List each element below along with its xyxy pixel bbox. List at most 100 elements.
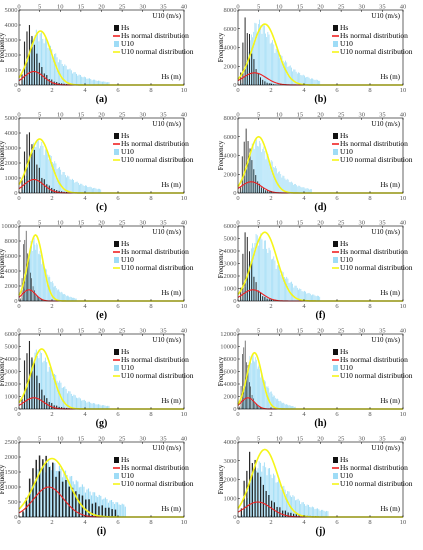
- x-tick-label: 2: [269, 87, 272, 94]
- legend-entry: U10 normal distribution: [121, 47, 194, 56]
- u10-bar: [283, 402, 284, 409]
- u10-bar: [69, 476, 71, 517]
- hs-bar: [260, 77, 261, 85]
- u10-bar: [307, 293, 309, 301]
- y-axis-label: Frequency: [0, 464, 6, 494]
- hs-bar: [32, 468, 34, 517]
- u10-bar: [256, 139, 257, 193]
- u10-bar: [254, 362, 256, 409]
- u10-bar: [48, 366, 50, 409]
- hs-bar: [24, 239, 26, 301]
- legend-entry: Hs normal distribution: [121, 463, 189, 472]
- u10-bar: [57, 289, 59, 301]
- u10-bar: [292, 495, 294, 517]
- u10-bar: [91, 80, 93, 85]
- u10-bar: [48, 159, 50, 193]
- u10-bar: [34, 35, 36, 85]
- x2-tick-label: 10: [276, 220, 283, 227]
- u10-bar: [278, 264, 279, 301]
- u10-bar: [47, 153, 49, 193]
- hs-bar: [251, 53, 253, 85]
- y-tick-label: 3000: [5, 37, 18, 44]
- u10-bar: [293, 287, 295, 301]
- y-tick-label: 3000: [224, 458, 237, 465]
- hs-bar: [94, 502, 97, 517]
- u10-bar: [54, 161, 56, 193]
- y-tick-label: 0: [14, 298, 17, 305]
- u10-bar: [256, 359, 257, 409]
- u10-bar: [89, 186, 91, 193]
- u10-bar: [100, 495, 102, 517]
- u10-bar: [269, 163, 271, 193]
- y-tick-label: 2500: [5, 439, 18, 446]
- hs-bar: [25, 230, 27, 301]
- u10-bar: [289, 182, 291, 193]
- u10-bar: [99, 188, 100, 193]
- u10-bar: [285, 404, 287, 409]
- x2-axis-label: U10 (m/s): [371, 120, 400, 128]
- x2-tick-label: 35: [379, 328, 386, 335]
- u10-bar: [47, 274, 48, 301]
- u10-bar: [64, 293, 65, 301]
- hs-bar: [68, 486, 70, 517]
- x-tick-label: 2: [50, 87, 53, 94]
- u10-bar: [280, 55, 282, 85]
- x-tick-label: 2: [269, 195, 272, 202]
- hs-bar: [30, 272, 31, 301]
- u10-bar: [306, 504, 308, 517]
- u10-bar: [30, 359, 32, 409]
- u10-bar: [285, 180, 287, 193]
- x-axis-label: Hs (m): [380, 397, 400, 405]
- hs-bar: [56, 405, 58, 409]
- x2-tick-label: 30: [359, 328, 366, 335]
- u10-bar: [312, 78, 314, 85]
- u10-bar: [241, 406, 242, 409]
- y-tick-label: 0: [233, 514, 236, 521]
- x2-tick-label: 5: [38, 112, 41, 119]
- u10-bar: [47, 277, 49, 301]
- legend-entry: Hs: [340, 131, 348, 140]
- u10-bar: [37, 33, 39, 85]
- u10-bar: [105, 406, 107, 409]
- u10-bar: [280, 401, 282, 409]
- x2-tick-label: 10: [276, 4, 283, 11]
- y-tick-label: 12000: [220, 331, 236, 338]
- u10-bar: [305, 291, 306, 301]
- legend-entry: Hs normal distribution: [340, 355, 408, 364]
- u10-bar: [315, 508, 317, 517]
- u10-bar: [40, 468, 42, 517]
- x-tick-label: 6: [335, 303, 339, 310]
- x2-tick-label: 5: [38, 436, 41, 443]
- hs-bar: [114, 509, 117, 517]
- x2-tick-label: 10: [57, 220, 64, 227]
- x2-tick-label: 40: [181, 4, 188, 11]
- u10-bar: [293, 184, 294, 193]
- u10-bar: [34, 352, 36, 409]
- hs-bar: [264, 81, 266, 85]
- y-tick-label: 6000: [224, 26, 237, 33]
- u10-bar: [285, 494, 287, 517]
- x2-tick-label: 15: [297, 220, 304, 227]
- x-axis-label: Hs (m): [161, 181, 181, 189]
- legend-entry: Hs: [121, 239, 129, 248]
- x-tick-label: 2: [269, 411, 272, 418]
- x2-tick-label: 5: [38, 220, 41, 227]
- u10-bar: [315, 79, 317, 85]
- x-tick-label: 4: [83, 303, 87, 310]
- u10-bar: [80, 183, 82, 193]
- x-tick-label: 8: [368, 411, 371, 418]
- panel-label: (i): [97, 526, 106, 537]
- legend-entry: U10: [121, 147, 134, 156]
- hs-bar: [260, 292, 261, 301]
- legend-swatch: [114, 133, 119, 139]
- u10-bar: [42, 38, 44, 85]
- u10-bar: [271, 42, 272, 85]
- u10-bar: [100, 189, 102, 193]
- u10-bar: [52, 377, 54, 409]
- x-tick-label: 10: [400, 411, 407, 418]
- u10-bar: [44, 149, 46, 193]
- x2-tick-label: 20: [98, 328, 105, 335]
- u10-bar: [252, 37, 253, 85]
- y-axis-label: Frequency: [0, 32, 6, 62]
